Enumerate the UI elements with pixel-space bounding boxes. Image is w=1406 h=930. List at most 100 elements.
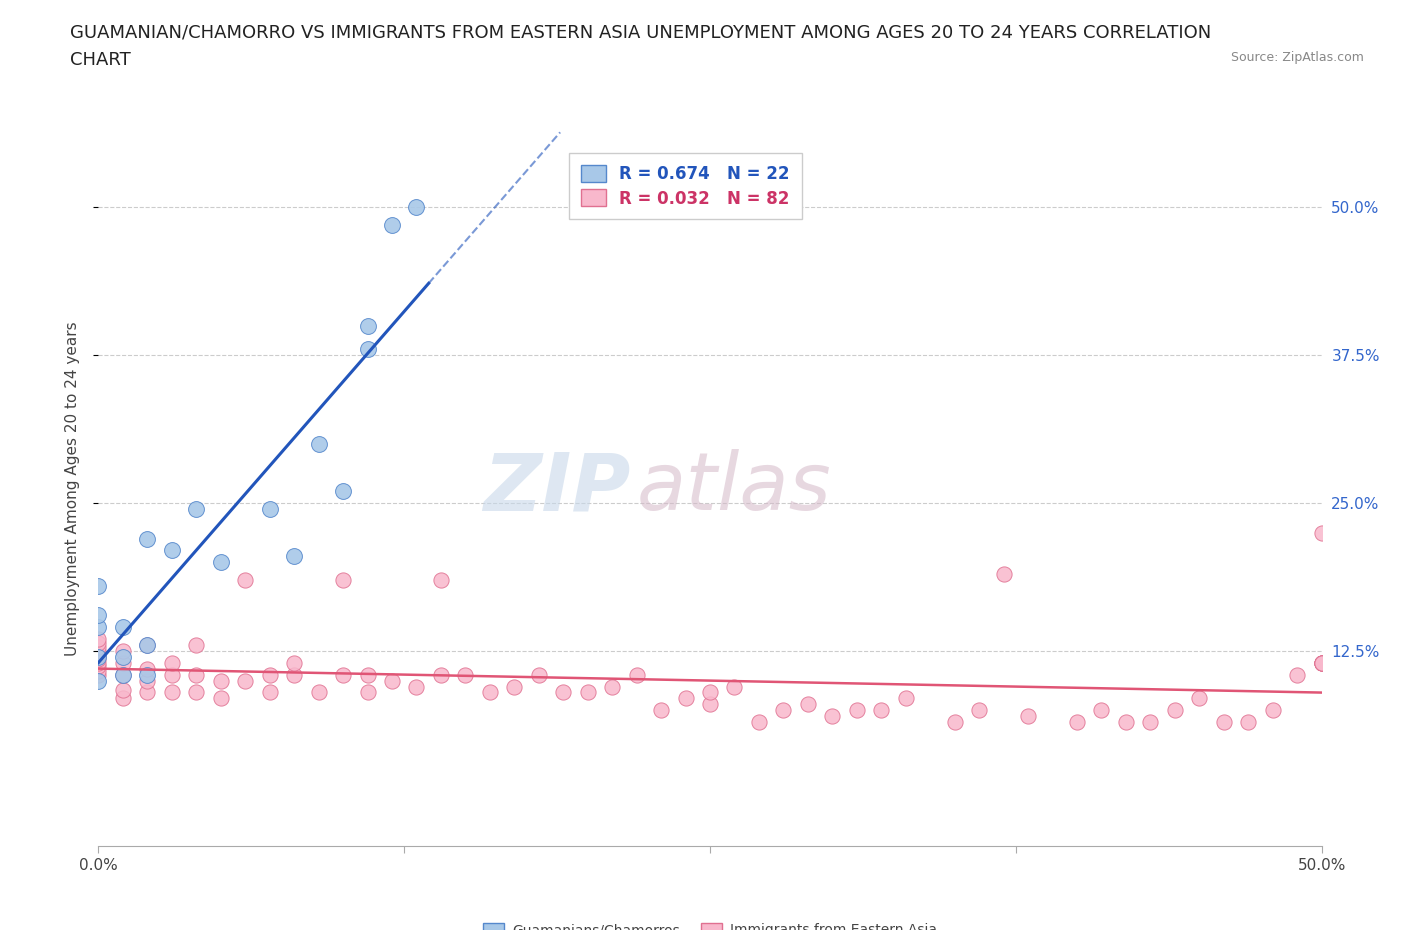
Point <box>356 685 378 700</box>
Point <box>136 638 159 653</box>
Point <box>209 673 232 688</box>
Point <box>111 656 134 671</box>
Point <box>87 631 110 646</box>
Point <box>1017 709 1039 724</box>
Point <box>967 703 990 718</box>
Point <box>136 673 159 688</box>
Point <box>87 640 110 655</box>
Point <box>87 635 110 650</box>
Point <box>870 703 893 718</box>
Point <box>111 649 134 664</box>
Point <box>259 685 281 700</box>
Point <box>186 685 208 700</box>
Point <box>723 679 745 694</box>
Point <box>87 649 110 664</box>
Point <box>1261 703 1284 718</box>
Point <box>111 644 134 658</box>
Point <box>748 714 770 729</box>
Point <box>332 573 354 588</box>
Point <box>1310 656 1333 671</box>
Y-axis label: Unemployment Among Ages 20 to 24 years: Unemployment Among Ages 20 to 24 years <box>65 321 80 656</box>
Point <box>186 667 208 682</box>
Point <box>160 685 183 700</box>
Point <box>87 620 110 635</box>
Point <box>186 638 208 653</box>
Point <box>87 652 110 667</box>
Point <box>381 673 404 688</box>
Point <box>943 714 966 729</box>
Point <box>1115 714 1137 729</box>
Point <box>1164 703 1187 718</box>
Point <box>87 647 110 662</box>
Legend: Guamanians/Chamorros, Immigrants from Eastern Asia: Guamanians/Chamorros, Immigrants from Ea… <box>478 918 942 930</box>
Point <box>233 673 256 688</box>
Point <box>136 638 159 653</box>
Point <box>111 691 134 706</box>
Point <box>87 659 110 674</box>
Point <box>87 673 110 688</box>
Point <box>1237 714 1260 729</box>
Point <box>87 656 110 671</box>
Point <box>1310 656 1333 671</box>
Point <box>454 667 477 682</box>
Point <box>136 661 159 676</box>
Point <box>136 531 159 546</box>
Point <box>797 697 820 711</box>
Point <box>845 703 868 718</box>
Point <box>821 709 844 724</box>
Point <box>1212 714 1234 729</box>
Point <box>430 667 453 682</box>
Point <box>111 667 134 682</box>
Point <box>209 691 232 706</box>
Point <box>553 685 575 700</box>
Point <box>1310 525 1333 540</box>
Point <box>233 573 256 588</box>
Point <box>87 608 110 623</box>
Point <box>993 566 1015 581</box>
Point <box>772 703 794 718</box>
Point <box>1310 656 1333 671</box>
Point <box>111 620 134 635</box>
Point <box>209 555 232 570</box>
Point <box>430 573 453 588</box>
Point <box>283 656 305 671</box>
Point <box>332 667 354 682</box>
Text: CHART: CHART <box>70 51 131 69</box>
Point <box>1310 656 1333 671</box>
Point <box>87 578 110 593</box>
Point <box>283 667 305 682</box>
Point <box>626 667 648 682</box>
Point <box>87 644 110 658</box>
Point <box>87 667 110 682</box>
Point <box>111 683 134 698</box>
Point <box>1310 656 1333 671</box>
Point <box>527 667 550 682</box>
Point <box>136 667 159 682</box>
Point <box>600 679 623 694</box>
Point <box>259 667 281 682</box>
Point <box>259 501 281 516</box>
Point <box>478 685 501 700</box>
Point <box>356 667 378 682</box>
Point <box>356 318 378 333</box>
Text: ZIP: ZIP <box>484 449 630 527</box>
Point <box>160 543 183 558</box>
Point <box>87 664 110 679</box>
Point <box>675 691 697 706</box>
Point <box>503 679 526 694</box>
Point <box>332 484 354 498</box>
Point <box>308 685 330 700</box>
Point <box>1066 714 1088 729</box>
Point <box>650 703 672 718</box>
Point <box>894 691 917 706</box>
Point <box>1090 703 1112 718</box>
Point <box>381 218 404 232</box>
Text: Source: ZipAtlas.com: Source: ZipAtlas.com <box>1230 51 1364 64</box>
Point <box>1139 714 1161 729</box>
Point <box>699 697 721 711</box>
Point <box>356 341 378 356</box>
Point <box>160 667 183 682</box>
Point <box>308 436 330 451</box>
Point <box>136 685 159 700</box>
Point <box>186 501 208 516</box>
